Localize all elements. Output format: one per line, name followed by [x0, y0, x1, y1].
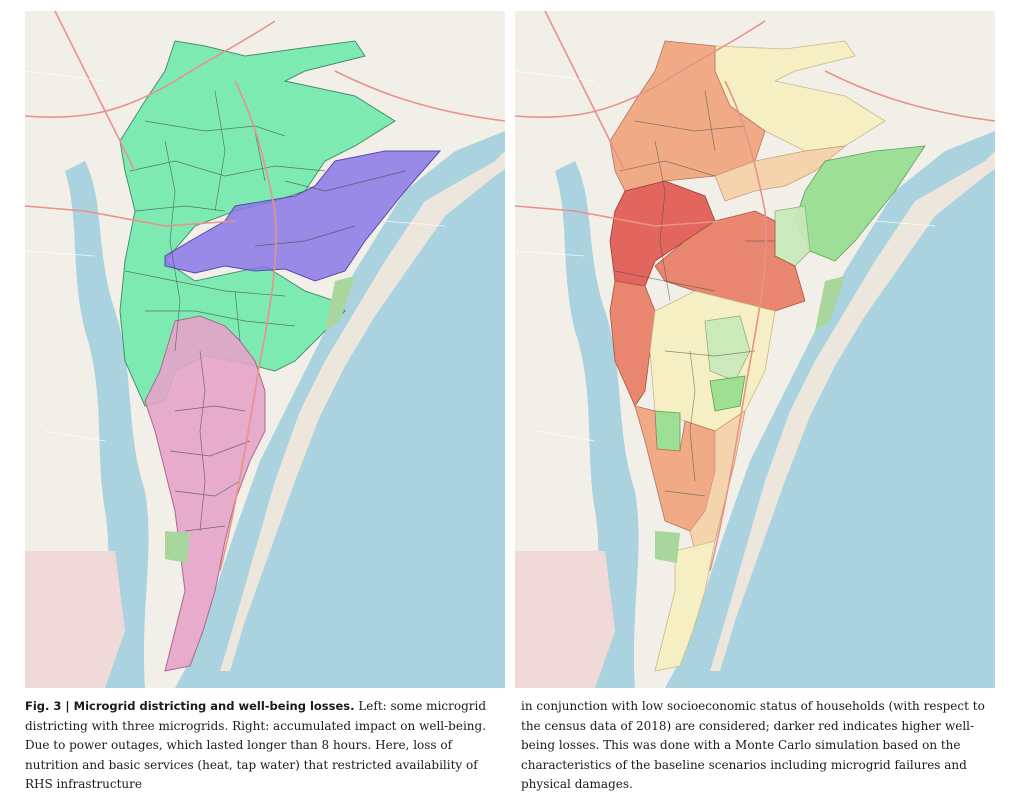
pink-land-sw [25, 551, 125, 688]
park-patch [325, 276, 355, 331]
major-roads [25, 11, 505, 572]
loss-green-east [794, 145, 926, 262]
microgrid-purple-region [164, 150, 442, 282]
park-patch [655, 531, 680, 563]
loss-dark-red-west [609, 180, 716, 287]
figure-title: Microgrid districting and well-being los… [73, 699, 355, 713]
loss-peach-band [714, 145, 847, 202]
river-estuary [65, 161, 149, 688]
ocean [237, 171, 505, 688]
microgrid-pink-region [144, 315, 266, 672]
figure-label: Fig. 3 | [25, 699, 74, 713]
loss-light-green-central [704, 315, 751, 382]
figure-caption-right: in conjunction with low socioeconomic st… [521, 697, 991, 795]
minor-roads [515, 70, 936, 442]
figure-caption-left: Fig. 3 | Microgrid districting and well-… [25, 697, 495, 795]
river-estuary [555, 161, 639, 688]
loss-red-west-lower [609, 280, 656, 407]
ocean [727, 171, 995, 688]
map-right-svg [515, 11, 995, 688]
pink-land-sw [515, 551, 615, 688]
caption-left-text: Left: some microgrid districting with th… [25, 699, 487, 792]
caption-right-text: in conjunction with low socioeconomic st… [521, 699, 985, 792]
park-patch [165, 531, 190, 563]
minor-roads [25, 70, 446, 442]
major-roads [515, 11, 995, 572]
district-boundaries [124, 90, 406, 532]
loss-orange-nw [609, 40, 766, 192]
microgrid-green-region [119, 40, 396, 407]
map-left-svg [25, 11, 505, 688]
loss-green-south [709, 375, 746, 412]
map-microgrid-districting [25, 11, 505, 688]
map-well-being-losses [515, 11, 995, 688]
loss-green-small [654, 410, 681, 452]
loss-pale-yellow-tip [654, 540, 716, 672]
district-boundaries [614, 90, 775, 497]
park-patch [815, 276, 845, 331]
